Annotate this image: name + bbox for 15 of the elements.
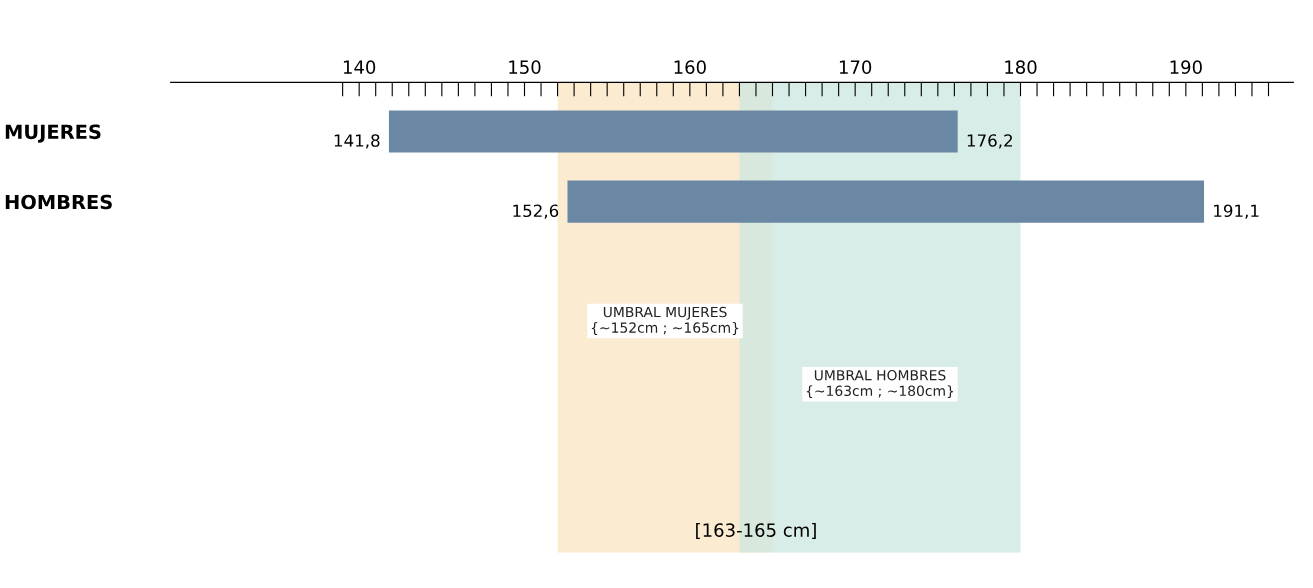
text: [163-165 cm] [696, 522, 816, 540]
band-label: UMBRAL MUJERES {~152cm ; ~165cm} [591, 306, 739, 335]
band-label: UMBRAL HOMBRES {~163cm ; ~180cm} [806, 369, 954, 399]
annotation: 176,2 [967, 134, 1012, 149]
y-tick-label: HOMBRES [5, 194, 112, 210]
y-tick-label: MUJERES [5, 124, 101, 143]
x-tick-label: 150 [509, 60, 541, 74]
x-tick-label: 140 [343, 60, 376, 74]
x-tick-label: 160 [674, 60, 706, 74]
annotation: 191,1 [1214, 204, 1259, 219]
x-tick-label: 180 [1005, 60, 1037, 74]
annotation: 141,8 [334, 134, 380, 149]
x-tick-label: 190 [1170, 60, 1202, 74]
annotation: 152,6 [513, 204, 559, 219]
x-tick-label: 170 [839, 60, 872, 74]
